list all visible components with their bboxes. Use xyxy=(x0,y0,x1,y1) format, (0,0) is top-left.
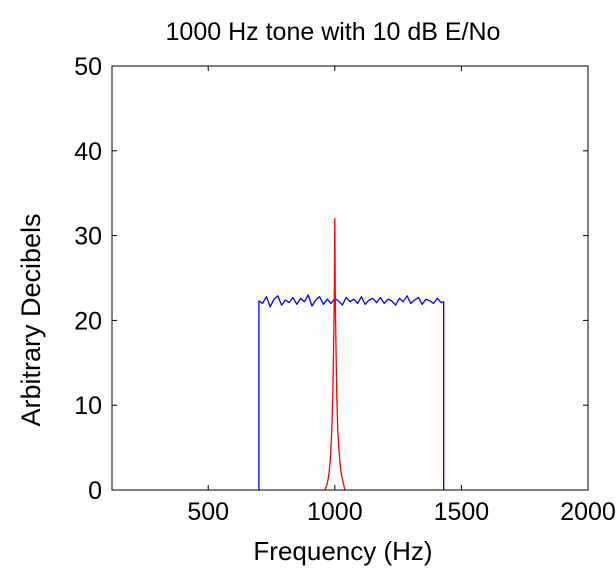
series-line-1 xyxy=(258,294,445,490)
y-tick-label: 10 xyxy=(74,392,102,420)
series-line-2 xyxy=(324,217,346,491)
chart-title: 1000 Hz tone with 10 dB E/No xyxy=(166,18,501,46)
y-tick-label: 40 xyxy=(74,138,102,166)
plot-frame xyxy=(111,65,589,491)
x-tick-label: 1500 xyxy=(434,498,490,526)
x-tick-label: 500 xyxy=(187,498,229,526)
x-axis-label: Frequency (Hz) xyxy=(253,536,432,566)
y-tick-label: 30 xyxy=(74,223,102,251)
y-tick-label: 50 xyxy=(74,53,102,81)
x-tick-label: 1000 xyxy=(307,498,363,526)
y-axis-label: Arbitrary Decibels xyxy=(16,213,46,426)
x-tick-label: 2000 xyxy=(560,498,616,526)
y-tick-label: 20 xyxy=(74,307,102,335)
plot-area: 500 1000 1500 2000 0 10 20 30 40 50 xyxy=(74,53,616,526)
y-tick-label: 0 xyxy=(88,477,102,505)
